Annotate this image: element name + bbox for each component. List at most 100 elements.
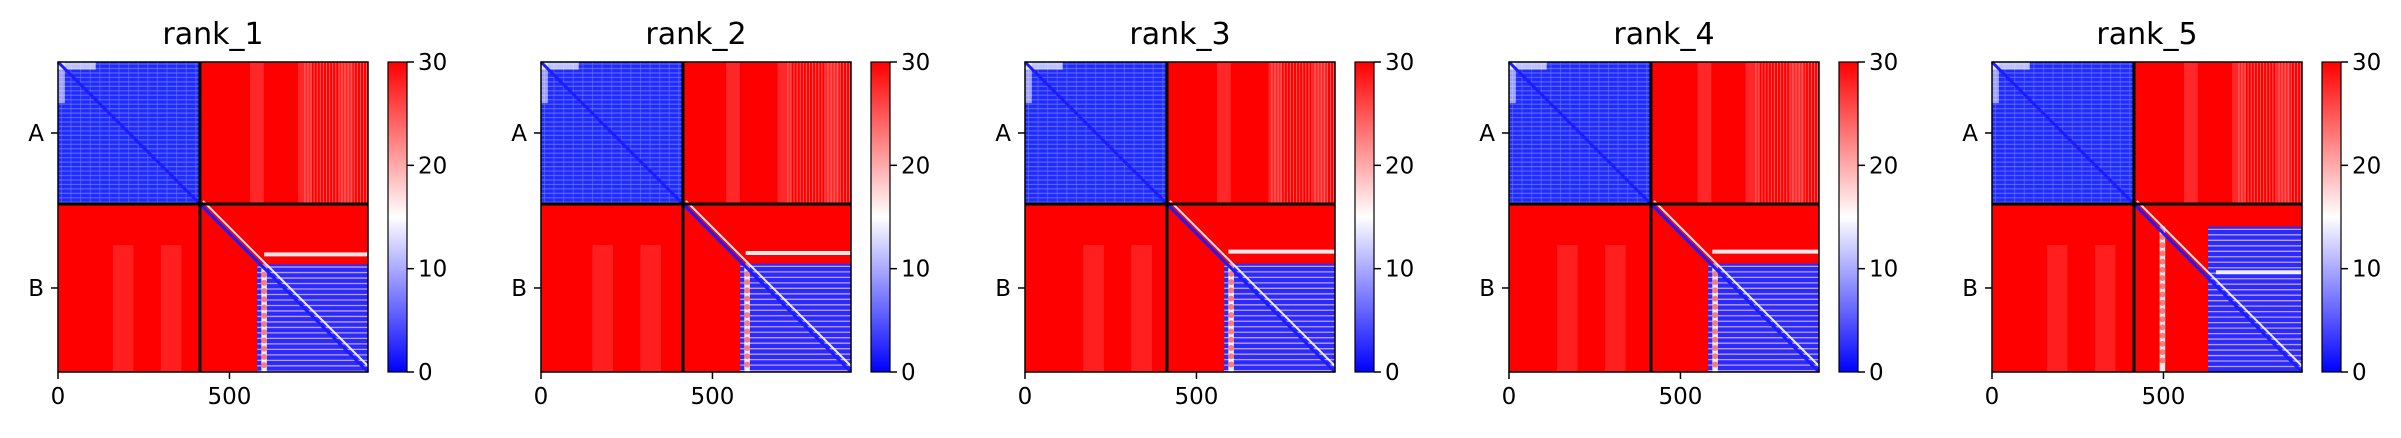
pae-streak bbox=[2094, 245, 2116, 372]
aa-highlight bbox=[58, 62, 65, 104]
heatmap-frame bbox=[1024, 61, 1336, 373]
bb-band-bead bbox=[1712, 270, 1719, 277]
pae-streak bbox=[250, 62, 264, 204]
bb-band-bead bbox=[744, 328, 751, 335]
bb-band-bead bbox=[744, 336, 751, 343]
bb-band-bead bbox=[2159, 291, 2166, 298]
aa-highlight bbox=[1509, 62, 1547, 70]
bb-band-bead bbox=[261, 329, 268, 336]
colorbar bbox=[1354, 61, 1375, 373]
heatmap-diagonal-halo bbox=[2136, 200, 2306, 370]
pae-streak bbox=[2046, 245, 2068, 372]
bb-band-bead bbox=[2159, 299, 2166, 306]
bb-band-bead bbox=[744, 353, 751, 360]
bb-band-bead bbox=[744, 303, 751, 310]
bb-band-bead bbox=[2159, 349, 2166, 356]
bb-band-bead bbox=[1712, 287, 1719, 294]
chain-label: A bbox=[28, 121, 44, 147]
colorbar-tick-label: 10 bbox=[1385, 257, 1414, 283]
colorbar-tick-label: 30 bbox=[901, 50, 930, 76]
x-tick-label: 0 bbox=[534, 384, 549, 410]
bb-band-bead bbox=[2159, 275, 2166, 282]
bb-band-bead bbox=[1228, 353, 1235, 360]
bb-band-bead bbox=[744, 270, 751, 277]
chain-label: B bbox=[28, 276, 44, 302]
bb-band-bead bbox=[1712, 336, 1719, 343]
colorbar-tick-label: 30 bbox=[418, 50, 447, 76]
heatmap-diagonal bbox=[1023, 60, 1337, 374]
colorbar-tick-label: 10 bbox=[1869, 257, 1898, 283]
bb-band-bead bbox=[1712, 344, 1719, 351]
pae-streak bbox=[1083, 245, 1104, 372]
colorbar-tick-label: 20 bbox=[418, 153, 447, 179]
chain-label: B bbox=[1962, 276, 1978, 302]
chain-label: A bbox=[1962, 121, 1978, 147]
colorbar-tick-label: 20 bbox=[1385, 153, 1414, 179]
heatmap-diagonal bbox=[1990, 60, 2304, 374]
pae-streak bbox=[1217, 62, 1231, 204]
chain-label: B bbox=[511, 276, 527, 302]
x-tick-label: 500 bbox=[691, 384, 735, 410]
panel-4: rank_4 0 500 A B 0 10 20 30 bbox=[1479, 17, 1898, 410]
x-tick-label: 0 bbox=[1985, 384, 2000, 410]
pae-streak bbox=[112, 245, 134, 372]
colorbar-tick-label: 0 bbox=[418, 360, 433, 386]
bb-band-bead bbox=[744, 279, 751, 286]
pae-streak bbox=[160, 245, 182, 372]
bb-band-bead bbox=[1712, 279, 1719, 286]
bb-band-bead bbox=[2159, 340, 2166, 347]
pae-streak bbox=[1745, 62, 1760, 204]
bb-band-bead bbox=[1228, 303, 1235, 310]
colorbar-tick-label: 0 bbox=[901, 360, 916, 386]
bb-band-bead bbox=[744, 287, 751, 294]
aa-highlight bbox=[541, 62, 579, 70]
heatmap-diagonal-halo bbox=[1653, 200, 1823, 370]
aa-highlight bbox=[1509, 62, 1516, 104]
aa-highlight bbox=[1992, 62, 1999, 104]
bb-band-bead bbox=[1228, 361, 1235, 368]
bb-band-bead bbox=[261, 271, 268, 278]
bb-band-bead bbox=[2159, 258, 2166, 265]
bb-band-bead bbox=[2159, 266, 2166, 273]
bb-band-bead bbox=[744, 320, 751, 327]
colorbar bbox=[870, 61, 891, 373]
pae-streak bbox=[2276, 62, 2291, 204]
bb-band-bead bbox=[1228, 344, 1235, 351]
colorbar-tick-label: 30 bbox=[1385, 50, 1414, 76]
x-tick-label: 0 bbox=[1018, 384, 1033, 410]
pae-streak bbox=[726, 62, 740, 204]
pae-streak bbox=[339, 62, 353, 204]
x-tick-label: 0 bbox=[51, 384, 66, 410]
pae-streak bbox=[1790, 62, 1804, 204]
bb-band-bead bbox=[1228, 312, 1235, 319]
colorbar bbox=[387, 61, 408, 373]
aa-highlight bbox=[1025, 62, 1032, 104]
heatmap-frame bbox=[540, 61, 852, 373]
heatmap-diagonal bbox=[539, 60, 853, 374]
heatmap-diagonal-halo bbox=[685, 200, 855, 370]
bb-band-bead bbox=[1712, 303, 1719, 310]
chain-label: A bbox=[511, 121, 527, 147]
bb-band-bead bbox=[1228, 336, 1235, 343]
colorbar-tick-label: 0 bbox=[1385, 360, 1400, 386]
heatmap-diagonal-halo bbox=[202, 200, 372, 370]
colorbar bbox=[1838, 61, 1859, 373]
colorbar-tick-label: 0 bbox=[1869, 360, 1884, 386]
x-tick-label: 500 bbox=[1659, 384, 1703, 410]
bb-band-bead bbox=[1712, 320, 1719, 327]
bb-band-bead bbox=[1712, 353, 1719, 360]
x-tick-label: 500 bbox=[208, 384, 252, 410]
panel-title: rank_5 bbox=[2096, 17, 2197, 52]
heatmap-frame bbox=[1991, 61, 2303, 373]
bb-band-bead bbox=[261, 279, 268, 286]
bb-band-bead bbox=[744, 361, 751, 368]
panel-title: rank_2 bbox=[645, 17, 746, 52]
heatmap-frame bbox=[57, 61, 369, 373]
bb-band-bead bbox=[1228, 295, 1235, 302]
pae-streak bbox=[777, 62, 792, 204]
x-tick-label: 500 bbox=[2142, 384, 2186, 410]
heatmap-diagonal bbox=[1507, 60, 1821, 374]
aa-highlight bbox=[1025, 62, 1063, 70]
panel-1: rank_1 0 500 A B 0 10 20 30 bbox=[28, 17, 447, 410]
